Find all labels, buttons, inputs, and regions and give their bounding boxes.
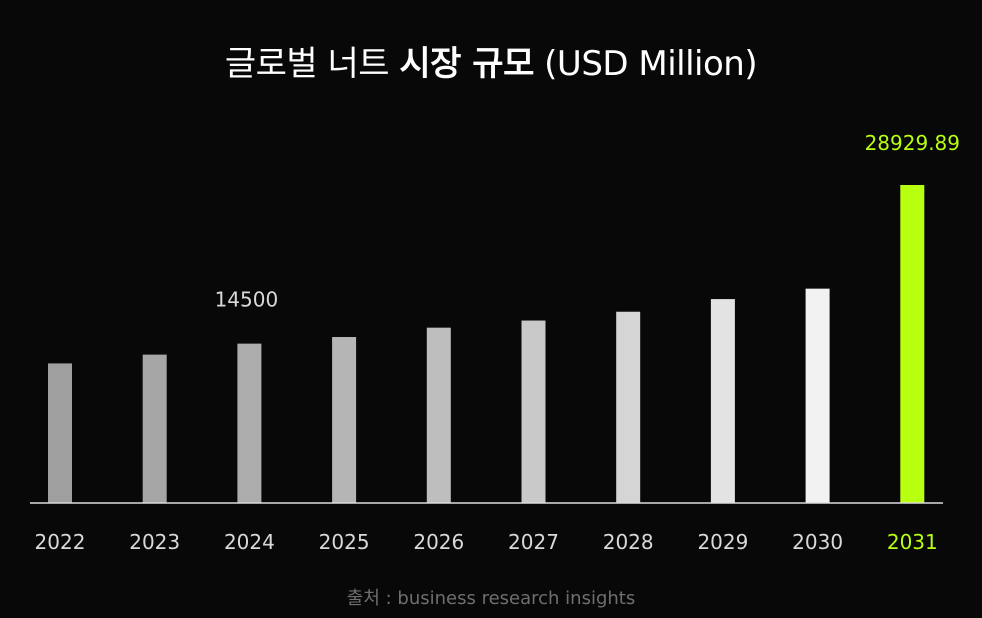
source-note: 출처 : business research insights	[346, 588, 636, 609]
bar-2031	[900, 185, 925, 503]
chart-title: 글로벌 너트 시장 규모 (USD Million)	[0, 36, 982, 85]
x-tick-label-2022: 2022	[35, 530, 86, 554]
x-tick-label-2024: 2024	[224, 530, 275, 554]
bar-2026	[426, 327, 451, 503]
data-label-2031: 28929.89	[865, 131, 960, 155]
data-label-2024: 14500	[215, 288, 279, 312]
x-tick-label-2029: 2029	[697, 530, 748, 554]
title-part-1: 글로벌 너트	[224, 44, 400, 84]
x-tick-label-2023: 2023	[129, 530, 180, 554]
bar-2029	[710, 299, 735, 503]
bar-2024	[237, 343, 262, 503]
x-tick-label-2026: 2026	[413, 530, 464, 554]
bar-2022	[48, 363, 72, 503]
bar-2028	[616, 311, 641, 503]
x-tick-label-2028: 2028	[603, 530, 654, 554]
title-part-2: (USD Million)	[533, 44, 758, 84]
bar-2025	[332, 337, 357, 503]
bar-2030	[805, 288, 830, 503]
x-tick-label-2025: 2025	[319, 530, 370, 554]
x-tick-label-2030: 2030	[792, 530, 843, 554]
bar-2027	[521, 320, 546, 503]
x-tick-label-2027: 2027	[508, 530, 559, 554]
title-bold: 시장 규모	[399, 44, 534, 84]
x-tick-label-2031: 2031	[887, 530, 938, 554]
bar-2023	[142, 354, 167, 503]
